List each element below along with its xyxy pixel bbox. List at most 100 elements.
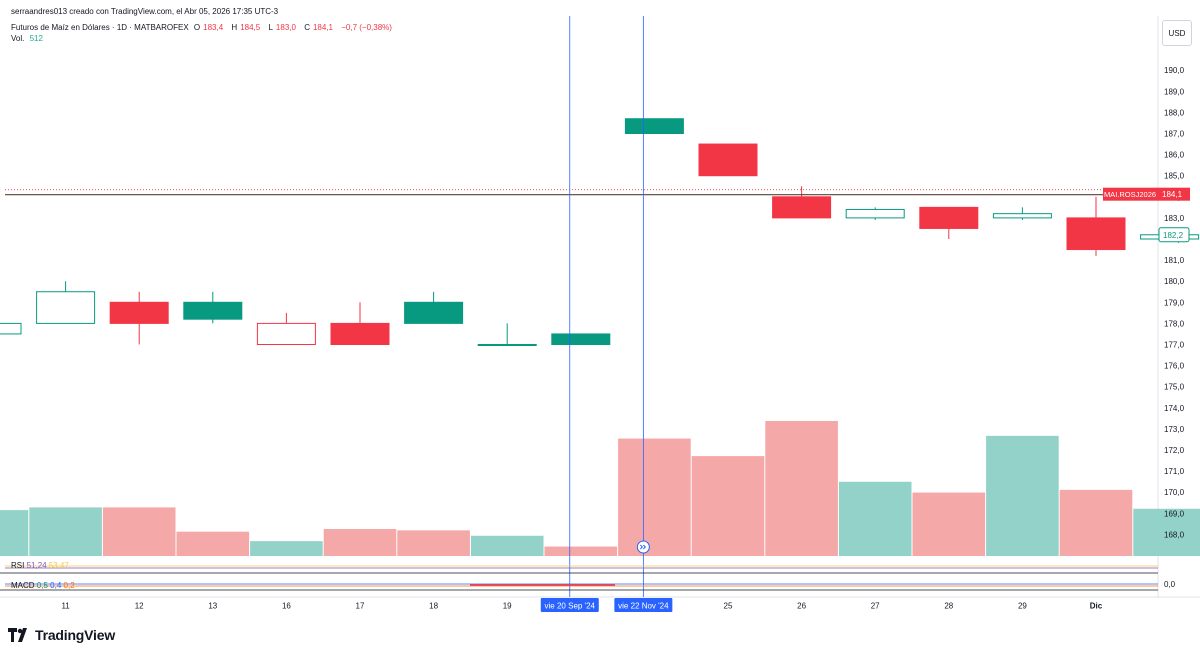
macd-label[interactable]: MACD [11, 581, 35, 590]
price-tick-label: 190,0 [1164, 66, 1185, 75]
price-tick-label: 168,0 [1164, 530, 1185, 539]
candle [1066, 196, 1126, 256]
candle-body [256, 322, 316, 345]
price-tick-label: 174,0 [1164, 404, 1185, 413]
close-label: C [304, 23, 310, 32]
volume-bar [618, 438, 691, 556]
price-axis: 0,0 168,0 169,0 170,0 171,0 172,0 173,0 174,0 17… [1103, 66, 1190, 589]
time-tick-label: 12 [135, 602, 144, 611]
candle-body [477, 344, 537, 346]
volume-bar [0, 510, 29, 556]
rsi-value: 51,24 [26, 561, 47, 570]
price-tick-label: 169,0 [1164, 509, 1185, 518]
volume-bar [1059, 489, 1133, 556]
volume-bar [544, 546, 618, 556]
candle [109, 291, 169, 345]
price-tick-label: 177,0 [1164, 341, 1185, 350]
candle-body [1066, 217, 1126, 251]
time-tick-label: 13 [208, 602, 217, 611]
candle-body [992, 213, 1052, 219]
price-tick-label: 188,0 [1164, 108, 1185, 117]
tradingview-logo[interactable]: TradingView [8, 626, 115, 644]
volume-bar [102, 507, 176, 556]
candle [256, 312, 316, 345]
candle [992, 207, 1052, 221]
double-chevron-icon [640, 544, 647, 550]
candle-body [919, 206, 979, 229]
price-tick-label: 179,0 [1164, 298, 1185, 307]
macd-hist-value: 0,5 [36, 581, 48, 590]
candle [404, 291, 464, 324]
current-price-tag [1158, 227, 1190, 243]
candle [330, 302, 390, 345]
candle [183, 291, 243, 324]
last-price-label: 184,1 [1162, 190, 1183, 199]
volume-bars [0, 421, 1200, 556]
crosshair-date-box [614, 598, 673, 612]
open-label: O [193, 23, 201, 32]
watermark: serraandres013 creado con TradingView.co… [11, 7, 279, 16]
candle-body [845, 208, 905, 219]
volume-bar [838, 481, 912, 556]
volume-bar [691, 456, 765, 556]
time-tick-label: 19 [503, 602, 512, 611]
price-tick-label: 172,0 [1164, 446, 1185, 455]
price-tick-label: 181,0 [1164, 256, 1185, 265]
volume-bar [912, 492, 986, 556]
time-tick-label: 18 [429, 602, 438, 611]
close-value: 184,1 [312, 23, 333, 32]
candle [0, 322, 22, 335]
volume-bar [986, 435, 1059, 556]
high-value: 184,5 [240, 23, 261, 32]
price-tick-label: 186,0 [1164, 151, 1185, 160]
volume-bar [470, 535, 544, 556]
high-label: H [231, 23, 238, 32]
legend-row: Futuros de Maíz en Dólares · 1D · MATBAR… [11, 23, 395, 32]
volume-label[interactable]: Vol. [11, 34, 25, 43]
candle [919, 206, 979, 239]
price-tick-label: 171,0 [1164, 467, 1185, 476]
rsi-label[interactable]: RSI [11, 561, 25, 570]
macd-value: 0,4 [50, 581, 62, 590]
time-tick-label: 11 [61, 602, 70, 611]
currency-button[interactable]: USD [1162, 20, 1192, 46]
candle [551, 333, 611, 346]
time-tick-label: 29 [1018, 602, 1027, 611]
volume-bar [29, 507, 102, 556]
time-axis: vie 20 Sep '24 vie 22 Nov '24 11 12 13 16 17 18… [61, 598, 1103, 612]
volume-value: 512 [29, 34, 43, 43]
price-tick-label: 185,0 [1164, 172, 1185, 181]
candle-body [551, 333, 611, 346]
time-tick-label: 28 [944, 602, 953, 611]
price-tick-label: 180,0 [1164, 277, 1185, 286]
last-price-tag [1158, 187, 1190, 201]
volume-bar [397, 530, 470, 556]
symbol-title[interactable]: Futuros de Maíz en Dólares · 1D · MATBAR… [11, 23, 189, 32]
candle-body [624, 118, 684, 135]
time-tick-label: 17 [356, 602, 365, 611]
price-tick-label: 176,0 [1164, 362, 1185, 371]
overlay [0, 16, 1158, 597]
volume-legend: Vol. 512 [11, 34, 46, 43]
volume-bar [765, 421, 838, 556]
candle-body [36, 291, 96, 324]
price-tick-label: 178,0 [1164, 319, 1185, 328]
macd-axis-label: 0,0 [1164, 580, 1176, 589]
symbol-price-tag [1103, 187, 1158, 201]
crosshair-date-label: vie 22 Nov '24 [618, 602, 669, 611]
time-tick-label: 26 [797, 602, 806, 611]
volume-bar [1133, 508, 1200, 556]
candle-body [772, 196, 832, 219]
candle-body [404, 301, 464, 324]
open-value: 183,4 [203, 23, 224, 32]
symbol-tag-label: MAI.ROSJ2026 [1104, 190, 1156, 199]
grid [0, 16, 1200, 598]
time-tick-label: 16 [282, 602, 291, 611]
candles [0, 118, 1200, 346]
current-price-label: 182,2 [1163, 231, 1184, 240]
candle [624, 118, 684, 135]
crosshair-date-box [540, 598, 599, 612]
candle [477, 323, 537, 346]
